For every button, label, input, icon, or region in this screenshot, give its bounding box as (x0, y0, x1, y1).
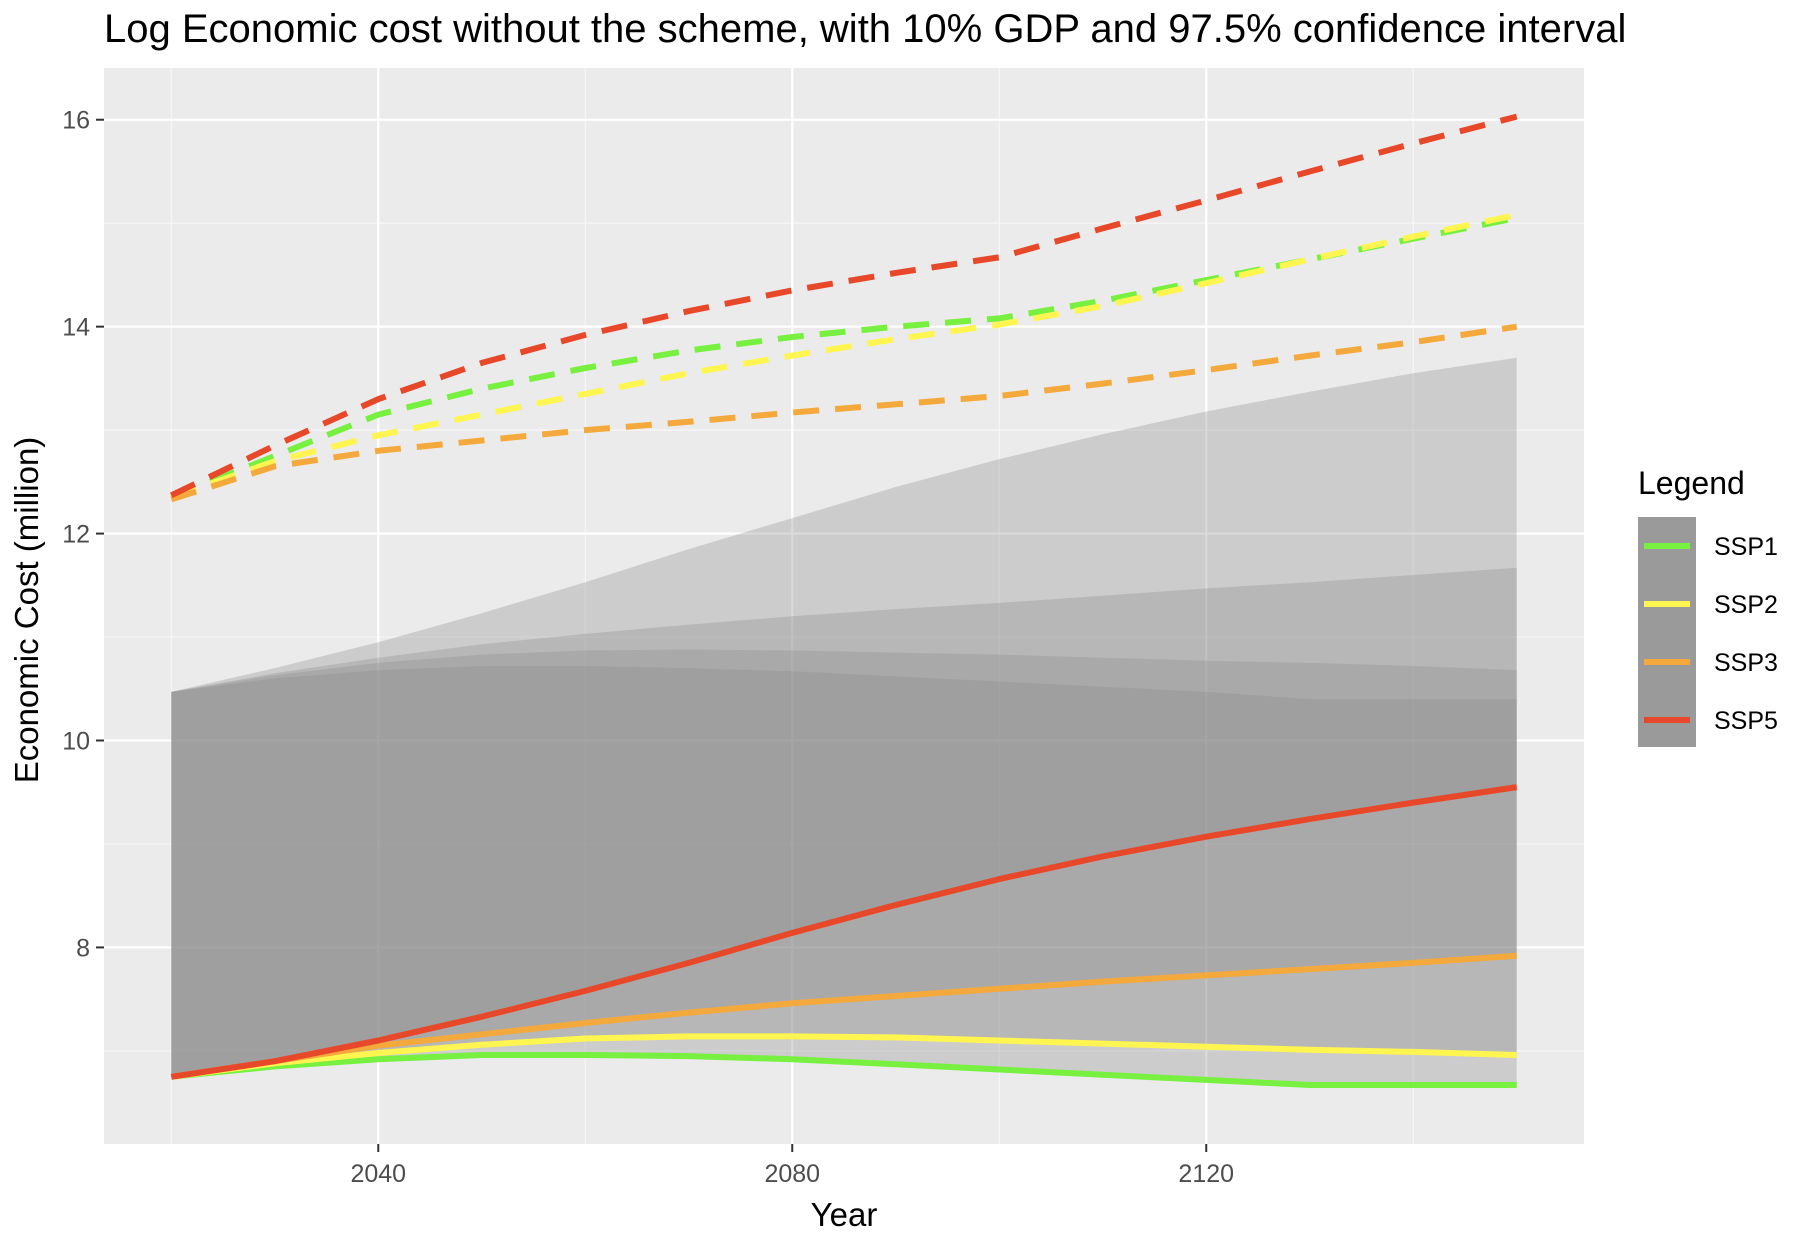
mean-line-ssp1 (171, 1052, 1517, 1088)
legend-label-ssp1: SSP1 (1714, 533, 1778, 561)
confidence-band-ssp2 (171, 649, 1517, 1077)
chart-title: Log Economic cost without the scheme, wi… (104, 7, 1626, 51)
upper-line-ssp2 (170, 211, 1518, 501)
mean-line-ssp3 (170, 952, 1517, 1080)
y-tick-label: 12 (62, 521, 90, 549)
series-lines (170, 113, 1518, 1088)
legend-label-ssp3: SSP3 (1714, 649, 1778, 677)
y-tick-label: 16 (62, 107, 90, 135)
x-axis-title: Year (811, 1196, 878, 1233)
confidence-band-ssp5 (171, 357, 1517, 1077)
y-tick-label: 14 (62, 314, 90, 342)
grid-minor (104, 68, 1584, 1144)
y-axis-title: Economic Cost (million) (8, 437, 45, 784)
confidence-band-ssp3 (171, 567, 1517, 1077)
legend-key-background (1638, 517, 1696, 747)
x-tick-label: 2120 (1178, 1160, 1234, 1188)
confidence-bands (171, 357, 1517, 1085)
legend-label-ssp5: SSP5 (1714, 707, 1778, 735)
legend-title: Legend (1638, 465, 1745, 501)
mean-line-ssp5 (170, 784, 1518, 1080)
confidence-band-ssp1 (171, 666, 1517, 1085)
legend-label-ssp2: SSP2 (1714, 591, 1778, 619)
axis-ticks (96, 118, 1208, 1152)
y-tick-label: 8 (76, 934, 90, 962)
mean-line-ssp2 (170, 1033, 1517, 1080)
axis-tick-labels: 2040 2080 2120 8 10 12 14 16 (62, 107, 1234, 1188)
x-tick-label: 2080 (764, 1160, 820, 1188)
upper-line-ssp3 (170, 323, 1518, 503)
grid-major (104, 68, 1584, 1144)
x-tick-label: 2040 (350, 1160, 406, 1188)
legend: Legend SSP1 SSP2 SSP3 SSP5 (1638, 465, 1778, 747)
y-tick-label: 10 (62, 728, 90, 756)
